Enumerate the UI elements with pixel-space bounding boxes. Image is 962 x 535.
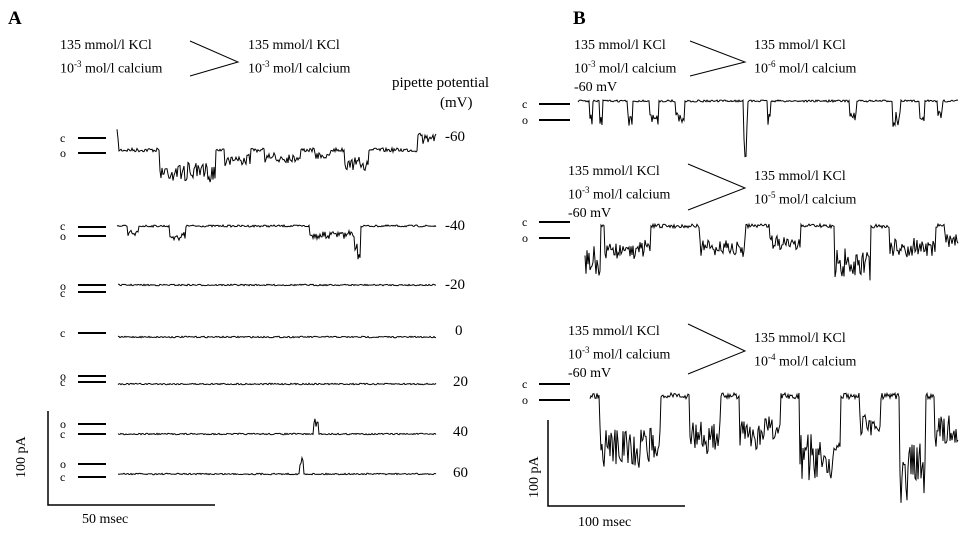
current-traces [116,98,959,503]
pipette-kcl: 135 mmol/l KCl [60,38,152,53]
solution-arrow [189,40,240,77]
pipette-calcium: 10-3 mol/l calcium [60,59,163,77]
trace-a-minus20 [118,283,436,287]
trace-b-3 [589,391,959,503]
state-label: o [60,457,66,471]
state-label: c [60,470,66,484]
bath-calcium: 10-3 mol/l calcium [248,59,351,77]
panel-b-letter: B [573,8,586,29]
potential-label: 20 [453,374,468,390]
state-label: o [60,229,66,243]
trace-a-minus60 [116,129,437,183]
panel-b-pipette-solution: 135 mmol/l KCl 10-3 mol/l calcium -60 mV [568,324,671,381]
state-label: c [522,215,528,229]
panel-a-letter: A [8,8,22,29]
solution-arrow [687,323,747,375]
state-label: c [60,131,66,145]
panel-b-bath-solution: 135 mmol/l KCl 10-6 mol/l calcium [754,38,857,77]
pipette-potential-unit: (mV) [440,95,473,111]
potential-label: 40 [453,424,468,440]
state-label: c [522,377,528,391]
state-label: c [60,219,66,233]
solution-arrow [687,163,747,211]
trace-a-40 [117,418,437,436]
trace-a-minus40 [116,223,437,260]
state-label: o [60,417,66,431]
state-label: c [60,375,66,389]
trace-a-60 [117,455,437,476]
panel-b-scale-bar [547,420,685,507]
trace-b-1 [577,98,959,158]
state-label: c [522,97,528,111]
state-label: o [60,146,66,160]
panel-b-pipette-solution: 135 mmol/l KCl 10-3 mol/l calcium -60 mV [568,164,671,221]
panel-b-bath-solution: 135 mmol/l KCl 10-5 mol/l calcium [754,169,857,208]
panel-b-pipette-solution: 135 mmol/l KCl 10-3 mol/l calcium -60 mV [574,38,677,95]
panel-a-scale-bar [47,411,215,506]
panel-a-pipette-solution: 135 mmol/l KCl 10-3 mol/l calcium [60,37,162,79]
state-label: c [60,326,66,340]
state-label: o [522,393,528,407]
time-scale-label: 50 msec [82,512,129,527]
potential-label: 0 [455,323,463,339]
state-label: c [60,427,66,441]
trace-a-0 [117,335,437,339]
potential-label: -60 [445,129,465,145]
solution-arrow [689,40,747,77]
state-label: o [522,113,528,127]
potential-label: -20 [445,277,465,293]
panel-a-reference-lines [78,137,106,478]
panel-a-bath-solution: 135 mmol/l KCl 10-3 mol/l calcium [248,37,350,79]
trace-a-20 [117,382,437,386]
potential-label: 60 [453,465,468,481]
state-label: o [60,279,66,293]
panel-b-bath-solution: 135 mmol/l KCl 10-4 mol/l calcium [754,331,857,370]
pipette-potential-header: pipette potential [392,75,490,91]
state-label: c [60,286,66,300]
potential-label: -40 [445,218,465,234]
state-label: o [60,369,66,383]
bath-kcl: 135 mmol/l KCl [248,38,340,53]
trace-b-2 [584,222,959,281]
state-label: o [522,231,528,245]
panel-b-reference-lines [539,103,570,401]
time-scale-label: 100 msec [578,515,632,530]
